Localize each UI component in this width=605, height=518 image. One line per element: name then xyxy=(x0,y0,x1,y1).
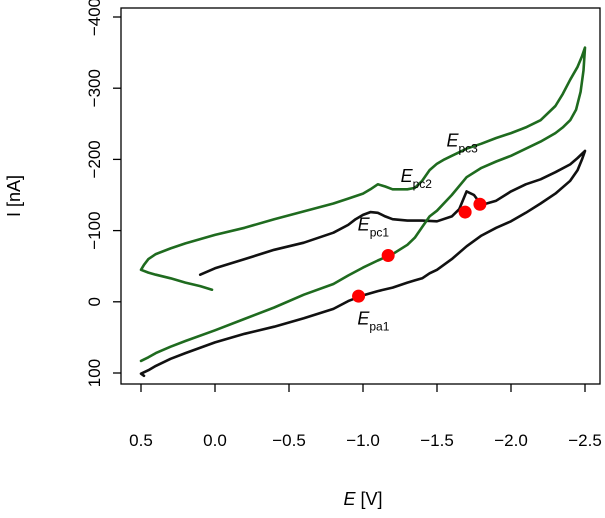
annotation-symbol: E xyxy=(446,131,459,151)
y-tick-label-0: 100 xyxy=(85,359,104,387)
annotation-subscript: pa1 xyxy=(369,320,389,334)
x-tick-label-3: −1.0 xyxy=(346,431,380,450)
x-axis-symbol: E xyxy=(343,489,356,509)
peak-marker-2 xyxy=(352,289,366,303)
x-tick-label-5: −2.0 xyxy=(494,431,528,450)
annotation-symbol: E xyxy=(357,309,370,329)
annotation-subscript: pc3 xyxy=(458,142,478,156)
annotation-subscript: pc2 xyxy=(413,177,433,191)
marker-layer xyxy=(352,197,487,303)
y-tick-label-4: −300 xyxy=(85,69,104,107)
peak-marker-4 xyxy=(473,197,487,211)
x-tick-label-6: −2.5 xyxy=(568,431,602,450)
x-axis-title: E [V] xyxy=(343,489,382,509)
annotation-pc1: Epc1 xyxy=(358,215,390,240)
annotation-pa1: Epa1 xyxy=(357,309,389,334)
annotation-symbol: E xyxy=(358,215,371,235)
y-tick-label-1: 0 xyxy=(85,297,104,306)
y-axis: 100 0 −100 −200 −300 −400 xyxy=(85,0,121,387)
y-tick-label-5: −400 xyxy=(85,0,104,36)
annotation-subscript: pc1 xyxy=(370,226,390,240)
peak-marker-1 xyxy=(381,249,395,263)
x-tick-label-1: 0.0 xyxy=(203,431,227,450)
x-axis: 0.5 0.0 −0.5 −1.0 −1.5 −2.0 −2.5 xyxy=(129,384,602,450)
x-tick-label-0: 0.5 xyxy=(129,431,153,450)
y-tick-label-2: −100 xyxy=(85,211,104,249)
x-axis-unit: [V] xyxy=(356,489,383,509)
series-line-black xyxy=(139,149,587,378)
annotation-pc3: Epc3 xyxy=(446,131,478,156)
y-tick-label-3: −200 xyxy=(85,140,104,178)
peak-marker-3 xyxy=(458,205,472,219)
x-tick-label-2: −0.5 xyxy=(272,431,306,450)
annotation-symbol: E xyxy=(401,166,414,186)
y-axis-title: I [nA] xyxy=(4,175,24,217)
annotation-pc2: Epc2 xyxy=(401,166,433,191)
x-tick-label-4: −1.5 xyxy=(420,431,454,450)
plot-frame xyxy=(120,7,601,385)
